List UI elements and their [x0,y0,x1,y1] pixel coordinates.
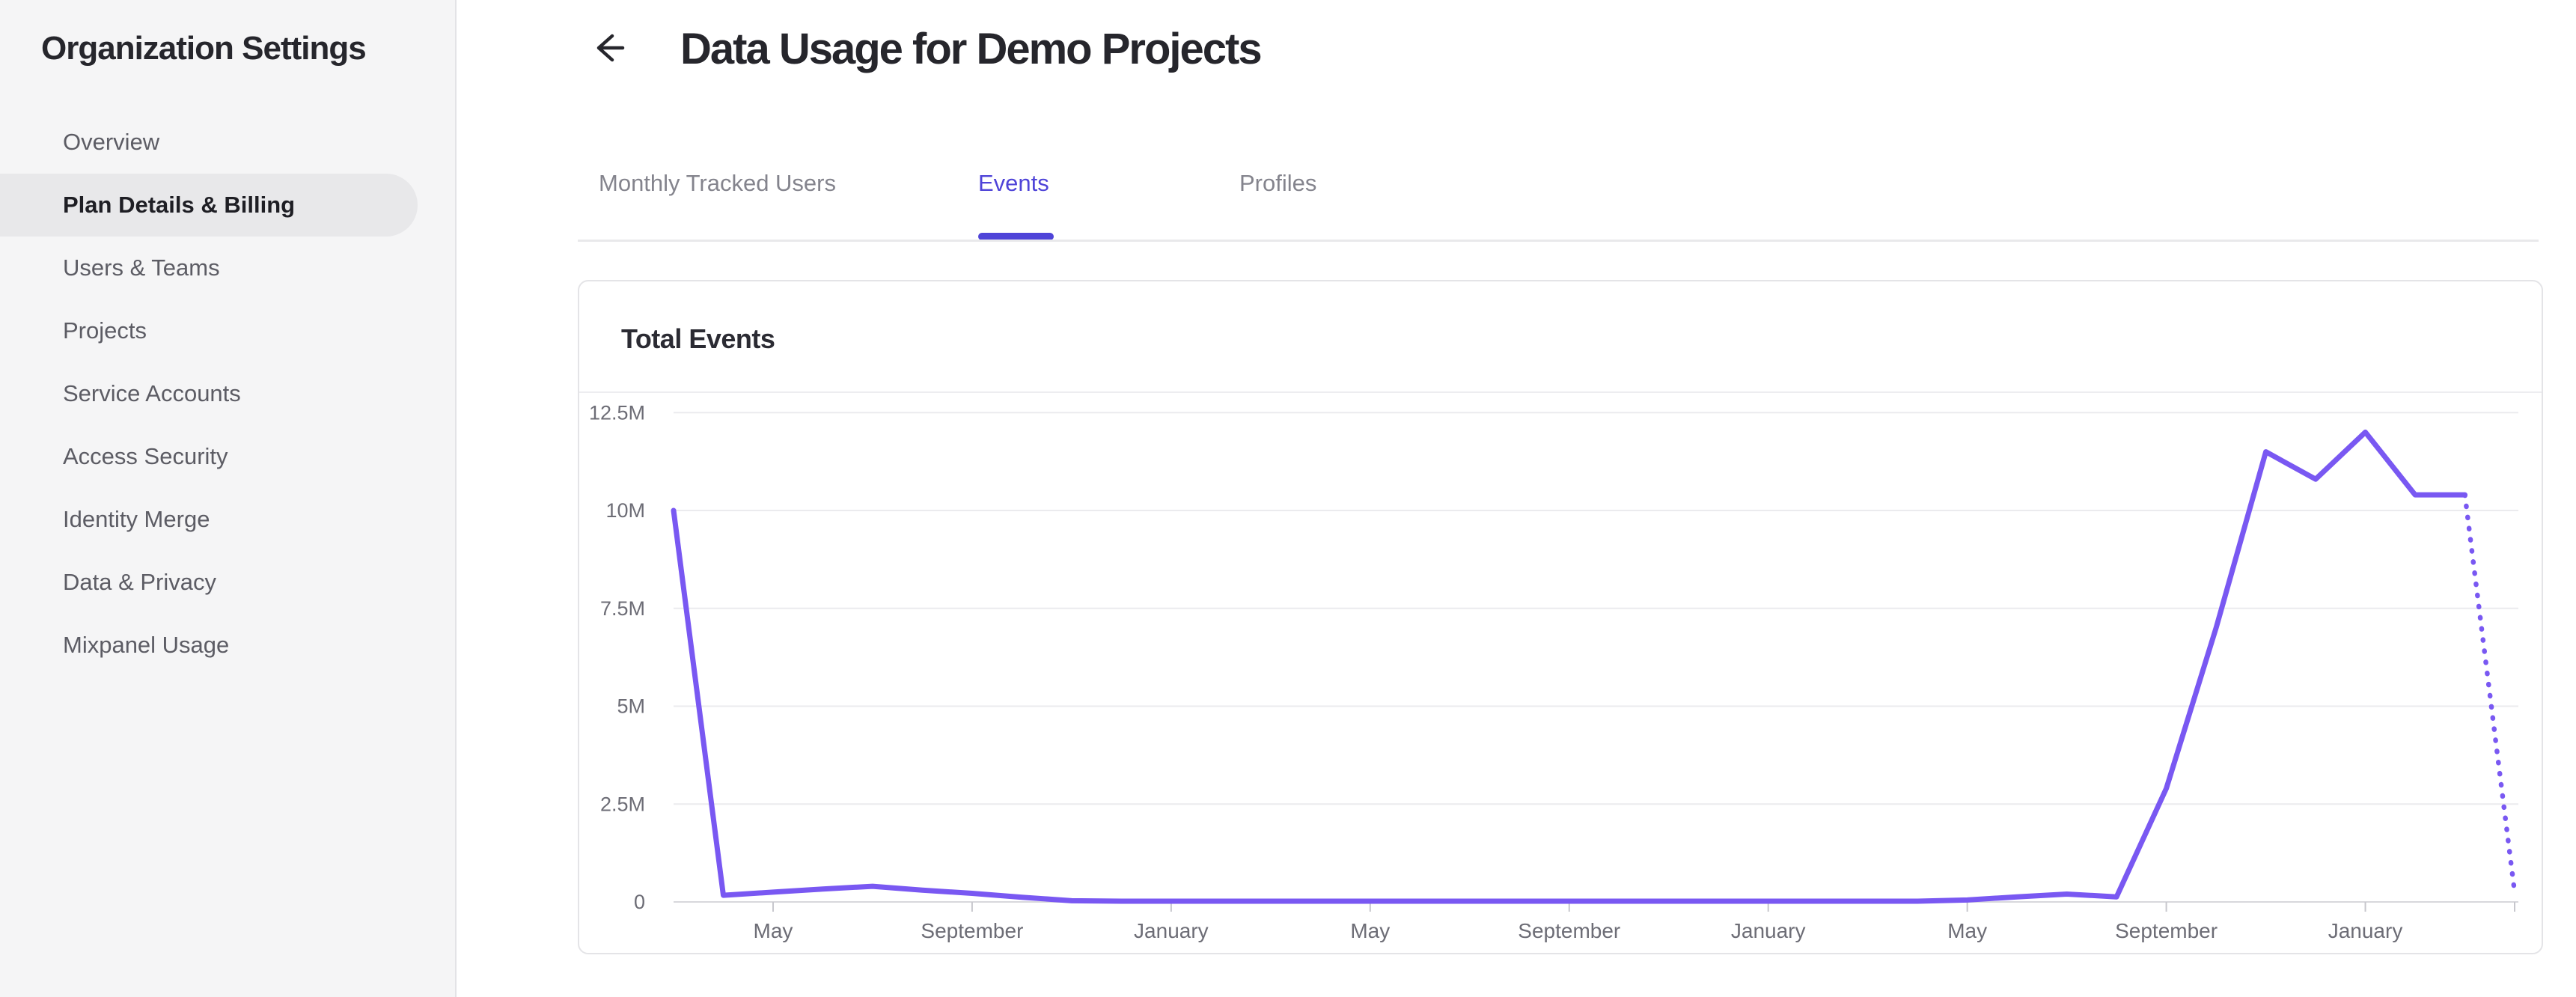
tab-profiles[interactable]: Profiles [1239,170,1317,196]
x-axis-label: May [1947,919,1987,942]
events-line-projected [2462,492,2518,895]
y-axis-label: 5M [617,695,645,718]
left-arrow-icon [590,28,629,71]
sidebar-item-identity-merge[interactable]: Identity Merge [63,506,210,532]
sidebar-item-plan-details-billing[interactable]: Plan Details & Billing [0,174,418,237]
sidebar-title: Organization Settings [41,30,367,67]
x-axis-label: January [1731,919,1806,942]
x-axis-label: January [1134,919,1209,942]
tab-events[interactable]: Events [978,170,1049,196]
x-axis-label: September [1518,919,1620,942]
sidebar: Organization Settings Overview Plan Deta… [0,0,457,997]
back-button[interactable] [590,30,629,69]
page-title: Data Usage for Demo Projects [680,25,1263,73]
x-axis-label: May [754,919,793,942]
x-axis-label: September [2115,919,2218,942]
x-axis-label: January [2328,919,2403,942]
sidebar-item-access-security[interactable]: Access Security [63,443,228,469]
y-axis-label: 10M [605,499,645,522]
sidebar-item-users-teams[interactable]: Users & Teams [63,254,220,281]
tab-monthly-tracked-users[interactable]: Monthly Tracked Users [599,170,836,196]
card-header: Total Events [579,281,2542,393]
sidebar-item-overview[interactable]: Overview [63,129,160,155]
y-axis-label: 7.5M [600,597,645,620]
total-events-card: Total Events 0 2.5M 5M 7.5M 10M 12.5M May Septe… [578,280,2543,954]
y-axis-label: 2.5M [600,793,645,815]
sidebar-item-service-accounts[interactable]: Service Accounts [63,380,241,406]
events-chart[interactable]: 0 2.5M 5M 7.5M 10M 12.5M May September January Ma… [579,394,2542,953]
sidebar-item-projects[interactable]: Projects [63,317,147,344]
x-axis-label: September [921,919,1023,942]
tabs-divider [578,240,2539,242]
card-title: Total Events [621,323,775,354]
sidebar-nav: Overview Plan Details & Billing Users & … [0,111,457,677]
active-tab-underline [978,233,1054,240]
sidebar-item-data-privacy[interactable]: Data & Privacy [63,569,217,595]
y-axis-label: 0 [634,891,645,913]
x-axis-label: May [1350,919,1390,942]
events-line [671,429,2467,904]
y-axis-label: 12.5M [589,401,645,424]
sidebar-item-mixpanel-usage[interactable]: Mixpanel Usage [63,632,230,658]
